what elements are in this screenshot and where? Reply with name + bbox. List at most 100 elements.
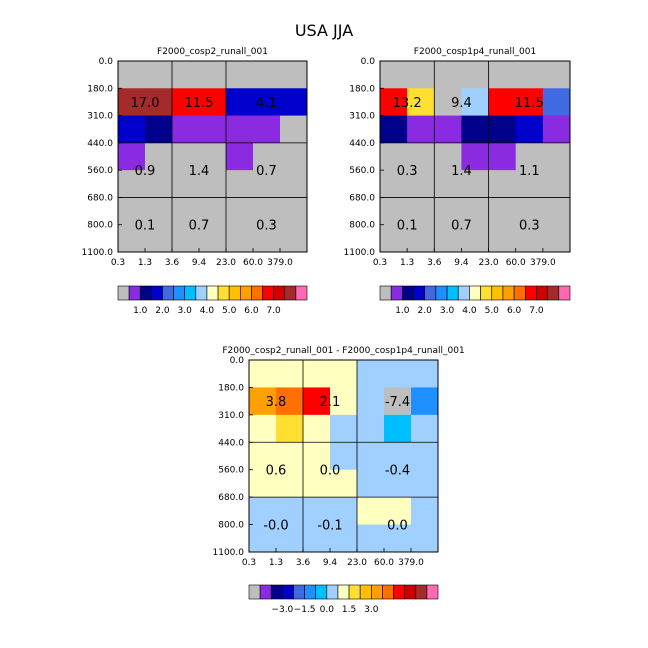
colorbar-swatch xyxy=(480,285,493,301)
x-tick-label: 1.3 xyxy=(138,258,152,268)
box-value-label: 3.8 xyxy=(266,395,287,410)
heatmap-cell xyxy=(384,360,412,388)
colorbar-swatch xyxy=(415,584,428,600)
colorbar-swatch xyxy=(348,584,361,600)
heatmap-cell xyxy=(226,142,254,171)
heatmap-cell xyxy=(384,524,412,553)
y-tick-label: 680.0 xyxy=(349,193,375,203)
heatmap-cell xyxy=(461,61,490,89)
heatmap-cell xyxy=(226,88,254,117)
heatmap-cell xyxy=(357,469,385,498)
heatmap-cell xyxy=(488,88,517,117)
heatmap-cell xyxy=(434,115,462,144)
colorbar-swatch xyxy=(393,584,405,600)
colorbar-label: 1.0 xyxy=(133,306,148,316)
colorbar-swatch xyxy=(248,584,261,600)
heatmap-cell xyxy=(384,414,412,443)
x-tick-label: 0.3 xyxy=(111,258,125,268)
colorbar-swatch xyxy=(239,285,252,301)
colorbar-swatch xyxy=(382,584,394,600)
box-value-label: 0.3 xyxy=(519,219,540,234)
heatmap-cell xyxy=(280,142,308,171)
heatmap-cell xyxy=(542,224,571,253)
colorbar-swatch xyxy=(370,584,383,600)
heatmap-cell xyxy=(542,142,571,171)
x-tick-label: 60.0 xyxy=(243,258,263,268)
x-tick-label: 379.0 xyxy=(530,258,556,268)
y-tick-label: 0.0 xyxy=(361,57,376,67)
colorbar-swatch xyxy=(337,584,350,600)
heatmap-cell xyxy=(199,88,227,117)
plot-frame xyxy=(248,359,439,553)
colorbar-swatch xyxy=(426,584,439,600)
colorbar-swatch xyxy=(284,285,297,301)
heatmap-cell xyxy=(199,170,227,198)
x-tick-label: 60.0 xyxy=(374,558,394,568)
colorbar-label: 1.5 xyxy=(342,605,356,615)
colorbar-label: 4.0 xyxy=(462,306,477,316)
heatmap-cell xyxy=(249,387,277,416)
heatmap-cell xyxy=(330,469,358,498)
heatmap-cell xyxy=(380,88,408,117)
heatmap-cell xyxy=(276,469,304,498)
y-tick-label: 440.0 xyxy=(349,139,375,149)
heatmap-cell xyxy=(515,115,544,144)
x-tick-label: 3.6 xyxy=(165,258,180,268)
heatmap-cell xyxy=(172,88,200,117)
y-tick-label: 800.0 xyxy=(87,221,113,231)
plot-frame xyxy=(379,60,571,253)
heatmap-cell xyxy=(515,170,544,198)
heatmap-cell xyxy=(488,142,517,171)
heatmap-cell xyxy=(384,442,412,471)
heatmap-cell xyxy=(249,414,277,443)
y-tick-label: 440.0 xyxy=(218,438,244,448)
colorbar-swatch xyxy=(457,285,470,301)
colorbar-swatch xyxy=(273,285,286,301)
heatmap-cell xyxy=(407,88,435,117)
heatmap-cell xyxy=(280,170,308,198)
heatmap-cell xyxy=(434,61,462,89)
heatmap-cell xyxy=(384,387,412,416)
heatmap-cell xyxy=(118,61,146,89)
heatmap-cell xyxy=(145,88,173,117)
box-value-label: 1.4 xyxy=(451,164,472,179)
heatmap-cell xyxy=(461,170,490,198)
y-tick-label: 560.0 xyxy=(349,166,375,176)
heatmap-cell xyxy=(199,115,227,144)
x-tick-label: 3.6 xyxy=(296,558,311,568)
box-value-label: 4.1 xyxy=(256,96,277,111)
colorbar-swatch xyxy=(217,285,230,301)
heatmap-cell xyxy=(407,224,435,253)
heatmap-cell xyxy=(380,142,408,171)
heatmap-cell xyxy=(199,142,227,171)
colorbar-swatch xyxy=(558,285,571,301)
x-tick-label: 9.4 xyxy=(454,258,469,268)
panel-title: F2000_cosp2_runall_001 - F2000_cosp1p4_r… xyxy=(222,346,464,356)
heatmap-cell xyxy=(411,497,439,526)
heatmap-cell xyxy=(330,414,358,443)
colorbar-swatch xyxy=(262,285,274,301)
heatmap-cell xyxy=(357,524,385,553)
colorbar-label: 0.0 xyxy=(320,605,335,615)
colorbar-label: 3.0 xyxy=(364,605,379,615)
colorbar-swatch xyxy=(326,584,339,600)
box-value-label: 11.5 xyxy=(515,96,544,111)
colorbar-label: 3.0 xyxy=(178,306,193,316)
y-tick-label: 310.0 xyxy=(218,411,244,421)
heatmap-cell xyxy=(411,469,439,498)
colorbar-swatch xyxy=(151,285,163,301)
colorbar-swatch xyxy=(402,285,414,301)
heatmap-cell xyxy=(280,115,308,144)
heatmap-cell xyxy=(357,414,385,443)
colorbar-swatch xyxy=(513,285,526,301)
colorbar-swatch xyxy=(184,285,197,301)
heatmap-cell xyxy=(253,224,281,253)
colorbar-swatch xyxy=(128,285,141,301)
heatmap-cell xyxy=(276,524,304,553)
heatmap-cell xyxy=(488,115,517,144)
heatmap-cell xyxy=(172,142,200,171)
x-tick-label: 0.3 xyxy=(373,258,387,268)
heatmap-cell xyxy=(118,115,146,144)
box-value-label: 0.7 xyxy=(189,219,210,234)
colorbar-swatch xyxy=(359,584,372,600)
